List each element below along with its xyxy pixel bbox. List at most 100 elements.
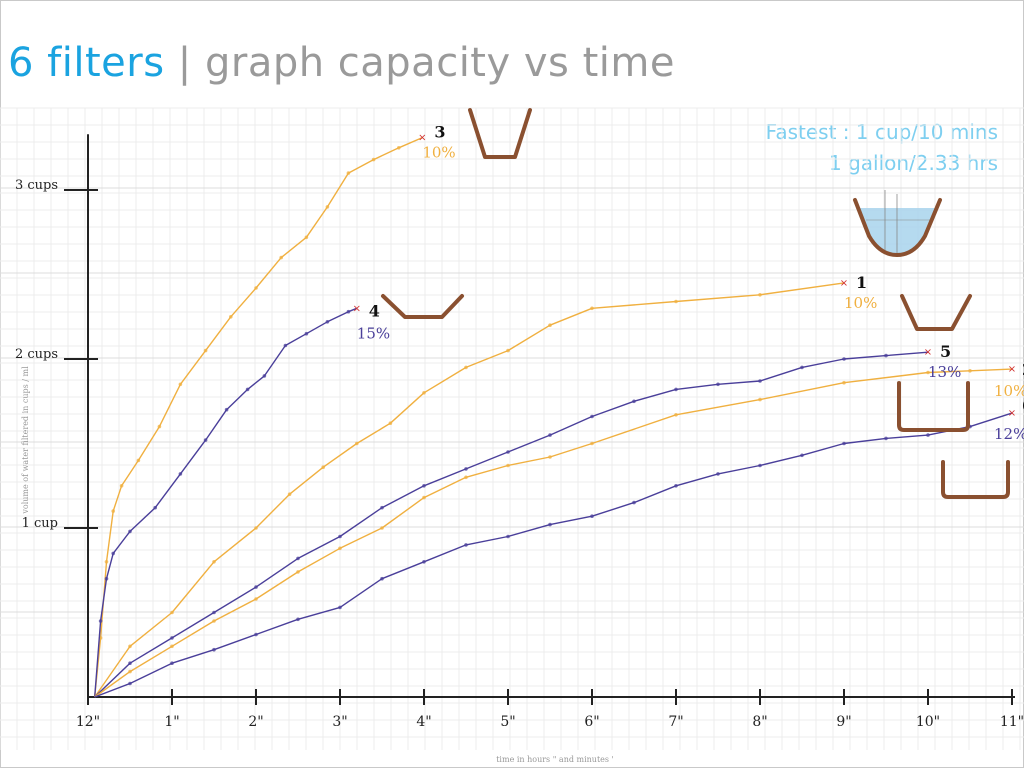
data-point xyxy=(254,585,258,589)
data-point xyxy=(884,353,888,358)
y-tick-label: 3 cups xyxy=(15,178,58,193)
data-point xyxy=(758,463,762,468)
data-point xyxy=(464,365,468,370)
data-point xyxy=(548,522,552,527)
data-point xyxy=(464,475,468,480)
data-point xyxy=(170,636,174,640)
series-line-5 xyxy=(94,351,929,698)
data-point xyxy=(338,546,342,551)
data-point xyxy=(758,379,762,383)
data-point xyxy=(548,455,552,459)
data-point xyxy=(254,286,258,290)
end-marker: × xyxy=(353,303,361,314)
data-point xyxy=(506,450,510,454)
filter-cup-4-icon xyxy=(381,294,464,319)
x-tick-label: 5" xyxy=(500,714,515,730)
data-point xyxy=(212,560,216,564)
data-point xyxy=(926,370,930,375)
end-marker: × xyxy=(1008,364,1016,375)
data-point xyxy=(422,560,426,564)
data-point xyxy=(388,421,393,426)
x-tick-label: 2" xyxy=(248,714,263,730)
end-marker: × xyxy=(840,278,848,289)
data-point xyxy=(422,484,426,488)
data-point xyxy=(325,205,330,209)
data-point xyxy=(464,467,468,471)
data-point xyxy=(128,669,132,674)
data-point xyxy=(111,509,115,513)
data-point xyxy=(800,365,804,370)
data-point xyxy=(884,436,888,441)
data-point xyxy=(203,438,208,442)
data-point xyxy=(397,146,401,150)
x-tick-label: 3" xyxy=(332,714,347,730)
data-point xyxy=(321,465,326,470)
series-line-4 xyxy=(94,307,358,698)
data-point xyxy=(245,387,250,392)
data-point xyxy=(157,424,162,429)
data-point xyxy=(229,315,233,319)
data-point xyxy=(262,374,267,378)
x-tick-label: 7" xyxy=(668,714,683,730)
end-marker: × xyxy=(1008,408,1016,419)
x-tick-label: 11" xyxy=(1000,714,1024,730)
data-point xyxy=(304,235,309,240)
data-point xyxy=(296,570,300,574)
data-point xyxy=(346,171,351,175)
data-point xyxy=(224,407,229,412)
water-level-shape xyxy=(859,208,936,255)
data-point xyxy=(590,414,594,419)
data-point xyxy=(464,543,468,547)
data-point xyxy=(136,458,141,463)
slide-title: 6 filters | graph capacity vs time xyxy=(8,40,675,86)
data-point xyxy=(212,610,216,615)
data-point xyxy=(548,433,552,437)
data-point xyxy=(674,484,678,488)
data-point xyxy=(506,534,510,539)
series-percent-label: 15% xyxy=(357,324,390,342)
data-point xyxy=(128,681,132,686)
end-marker: × xyxy=(924,347,932,358)
data-point xyxy=(716,382,720,387)
data-point xyxy=(283,343,288,348)
data-point xyxy=(338,534,342,539)
series-number-label: 5 xyxy=(940,342,951,361)
series-number-label: 6 xyxy=(1022,396,1024,415)
end-marker: × xyxy=(418,133,426,144)
data-point xyxy=(842,357,846,361)
data-point xyxy=(128,529,132,534)
data-point xyxy=(380,576,384,581)
series-percent-label: 12% xyxy=(994,425,1024,443)
filter-cup-1-icon xyxy=(900,294,972,331)
data-point xyxy=(119,484,124,488)
filter-cup-6-icon xyxy=(941,460,1010,499)
data-point xyxy=(254,632,258,637)
data-point xyxy=(422,391,426,395)
data-point xyxy=(346,309,351,314)
data-point xyxy=(338,605,342,610)
x-tick-label: 12" xyxy=(76,714,100,730)
data-point xyxy=(111,551,115,556)
data-point xyxy=(632,399,636,404)
x-tick-label: 1" xyxy=(164,714,179,730)
y-axis-label: volume of water filtered in cups / ml xyxy=(21,366,30,515)
data-point xyxy=(170,661,174,665)
data-point xyxy=(170,610,174,615)
data-point xyxy=(178,472,183,476)
data-point xyxy=(758,397,762,402)
data-point xyxy=(153,505,157,510)
data-point xyxy=(104,560,109,564)
data-point xyxy=(422,495,426,500)
data-point xyxy=(842,441,846,446)
data-point xyxy=(632,500,636,505)
data-point xyxy=(128,661,132,665)
data-point xyxy=(98,619,103,623)
data-point xyxy=(296,617,300,622)
data-point xyxy=(203,348,208,353)
title-main: 6 filters xyxy=(8,40,165,86)
data-point xyxy=(548,323,552,328)
data-point xyxy=(170,644,174,649)
data-point xyxy=(590,441,594,446)
x-tick-label: 4" xyxy=(416,714,431,730)
